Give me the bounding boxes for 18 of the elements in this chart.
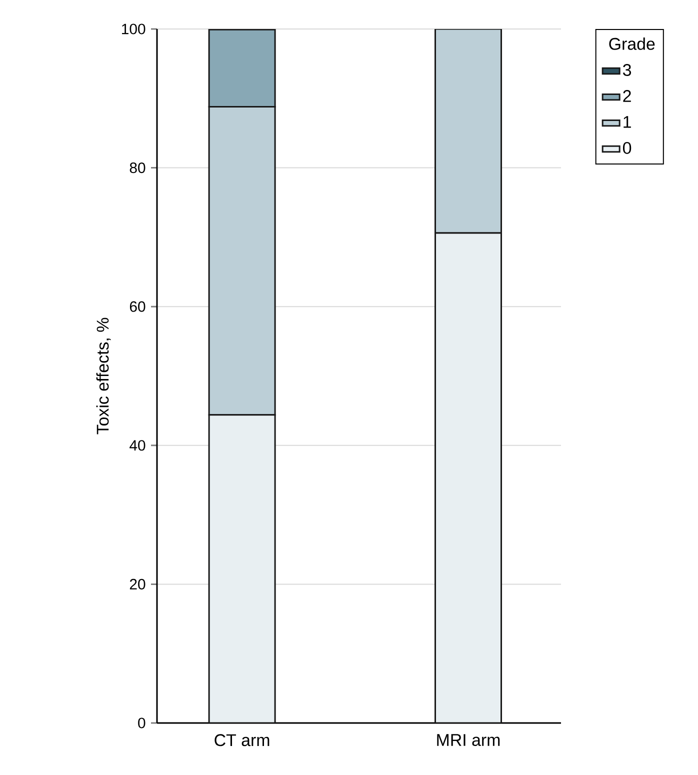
bar	[208, 414, 276, 723]
bar	[434, 232, 502, 723]
legend-title: Grade	[609, 37, 655, 50]
x-tick-label: MRI arm	[437, 734, 500, 746]
legend-label: 2	[623, 90, 631, 102]
y-tick-label: 100	[122, 24, 146, 34]
y-tick-label: 80	[130, 162, 146, 174]
legend-label: 0	[623, 142, 632, 154]
y-tick-label: 0	[138, 718, 146, 728]
y-tick-label: 20	[130, 578, 146, 590]
legend-label: 3	[622, 64, 632, 76]
bar	[434, 28, 502, 234]
x-tick-label: CT arm	[214, 734, 270, 746]
y-tick-label: 60	[130, 301, 146, 312]
bar	[208, 106, 276, 416]
legend-label: 1	[624, 116, 631, 128]
y-axis-title: Toxic effects, %	[96, 318, 111, 434]
y-tick-label: 40	[130, 440, 146, 451]
